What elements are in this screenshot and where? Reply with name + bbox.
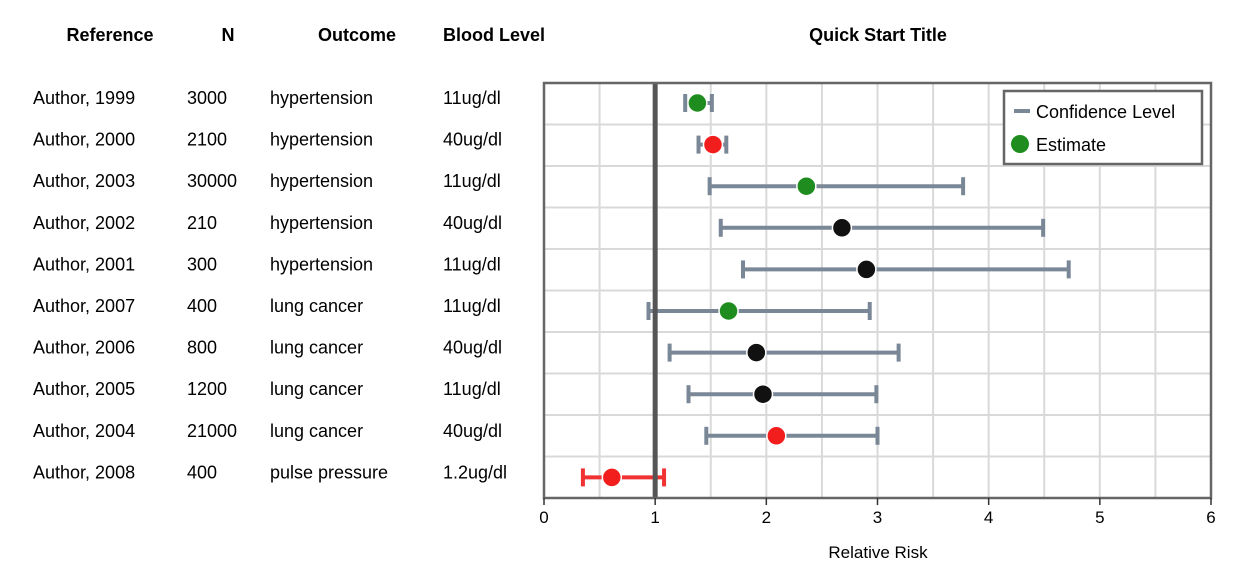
- table-cell-blood-level: 11ug/dl: [443, 254, 501, 274]
- legend-estimate-swatch: [1011, 135, 1029, 153]
- table-cell-n: 400: [187, 462, 217, 482]
- table-cell-n: 300: [187, 254, 217, 274]
- table-cell-reference: Author, 2002: [33, 213, 135, 233]
- table-cell-outcome: lung cancer: [270, 379, 363, 399]
- estimate-point: [752, 383, 774, 405]
- table-cell-outcome: pulse pressure: [270, 462, 388, 482]
- table-cell-reference: Author, 2008: [33, 462, 135, 482]
- table-cell-outcome: hypertension: [270, 130, 373, 150]
- x-tick-label: 6: [1206, 508, 1215, 527]
- table-rows: Author, 1999 3000 hypertension 11ug/dl Autho…: [33, 88, 507, 482]
- table-cell-reference: Author, 2004: [33, 421, 135, 441]
- confidence-intervals: [580, 94, 1071, 487]
- legend-entry-estimate: Estimate: [1036, 135, 1106, 155]
- table-cell-outcome: hypertension: [270, 254, 373, 274]
- table-cell-reference: Author, 2005: [33, 379, 135, 399]
- estimate-point: [796, 175, 817, 197]
- table-cell-blood-level: 40ug/dl: [443, 213, 502, 233]
- table-cell-reference: Author, 2001: [33, 254, 135, 274]
- table-cell-blood-level: 1.2ug/dl: [443, 462, 507, 482]
- estimate-point: [687, 92, 708, 114]
- header-blood-level: Blood Level: [443, 25, 545, 45]
- estimate-points: [601, 92, 877, 488]
- estimate-point: [702, 134, 724, 155]
- table-cell-outcome: lung cancer: [270, 421, 363, 441]
- chart-title: Quick Start Title: [809, 25, 947, 45]
- x-tick-label: 3: [873, 508, 882, 527]
- x-tick-label: 0: [539, 508, 548, 527]
- table-cell-reference: Author, 2007: [33, 296, 135, 316]
- table-cell-n: 3000: [187, 88, 227, 108]
- header-n: N: [222, 25, 235, 45]
- table-cell-n: 21000: [187, 421, 237, 441]
- table-cell-n: 1200: [187, 379, 227, 399]
- x-tick-label: 1: [650, 508, 659, 527]
- table-cell-n: 2100: [187, 130, 227, 150]
- table-cell-blood-level: 11ug/dl: [443, 88, 501, 108]
- estimate-point: [831, 217, 853, 239]
- legend: Confidence Level Estimate: [1002, 89, 1204, 166]
- table-cell-outcome: hypertension: [270, 213, 373, 233]
- table-cell-outcome: hypertension: [270, 88, 373, 108]
- table-cell-n: 30000: [187, 171, 237, 191]
- table-cell-blood-level: 11ug/dl: [443, 296, 501, 316]
- x-axis-ticks: 0 1 2 3 4 5 6: [539, 498, 1216, 527]
- legend-entry-confidence: Confidence Level: [1036, 102, 1175, 122]
- table-cell-outcome: lung cancer: [270, 338, 363, 358]
- table-cell-blood-level: 40ug/dl: [443, 338, 502, 358]
- table-cell-outcome: lung cancer: [270, 296, 363, 316]
- x-tick-label: 5: [1095, 508, 1104, 527]
- table-cell-outcome: hypertension: [270, 171, 373, 191]
- table-cell-reference: Author, 1999: [33, 88, 135, 108]
- header-reference: Reference: [66, 25, 153, 45]
- legend-box: [1002, 89, 1204, 166]
- table-cell-reference: Author, 2003: [33, 171, 135, 191]
- table-cell-reference: Author, 2000: [33, 130, 135, 150]
- table-cell-blood-level: 11ug/dl: [443, 379, 501, 399]
- x-tick-label: 4: [984, 508, 993, 527]
- x-tick-label: 2: [762, 508, 771, 527]
- table-cell-n: 800: [187, 338, 217, 358]
- estimate-point: [766, 425, 787, 447]
- estimate-point: [718, 300, 739, 322]
- table-cell-n: 210: [187, 213, 217, 233]
- estimate-point: [856, 259, 877, 280]
- estimate-point: [746, 342, 767, 363]
- table-cell-blood-level: 40ug/dl: [443, 130, 502, 150]
- x-axis-label: Relative Risk: [828, 543, 928, 562]
- header-outcome: Outcome: [318, 25, 396, 45]
- table-cell-reference: Author, 2006: [33, 338, 135, 358]
- table-cell-n: 400: [187, 296, 217, 316]
- table-cell-blood-level: 11ug/dl: [443, 171, 501, 191]
- table-cell-blood-level: 40ug/dl: [443, 421, 502, 441]
- estimate-point: [601, 467, 623, 488]
